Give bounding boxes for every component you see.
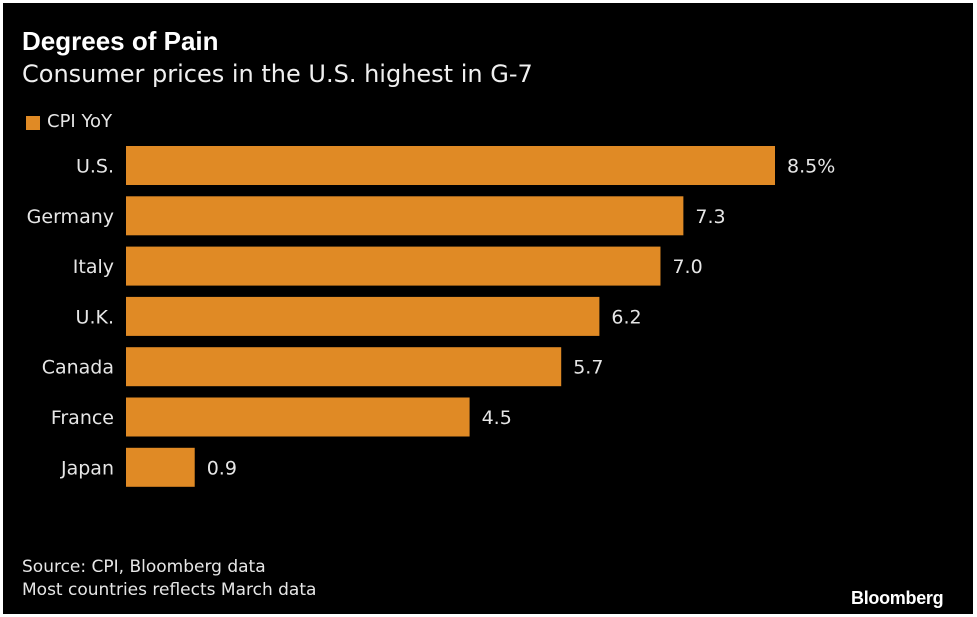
data-label: 7.0 bbox=[672, 256, 702, 278]
bar-uk bbox=[126, 296, 600, 336]
data-label: 5.7 bbox=[573, 357, 603, 379]
legend-label: CPI YoY bbox=[47, 111, 113, 132]
bar-italy bbox=[126, 246, 661, 286]
data-label: 4.5 bbox=[482, 407, 512, 429]
data-label: 8.5% bbox=[787, 156, 835, 178]
chart-subtitle: Consumer prices in the U.S. highest in G… bbox=[22, 60, 533, 88]
data-label: 7.3 bbox=[695, 206, 725, 228]
category-label: Germany bbox=[27, 206, 114, 228]
data-label: 0.9 bbox=[207, 457, 237, 479]
category-label: Canada bbox=[42, 357, 114, 379]
bar-france bbox=[126, 397, 470, 437]
bar-canada bbox=[126, 347, 562, 387]
bar-germany bbox=[126, 196, 684, 236]
data-label: 6.2 bbox=[611, 306, 641, 328]
bloomberg-logo: Bloomberg bbox=[851, 588, 944, 608]
footnote: Most countries reflects March data bbox=[22, 580, 317, 600]
source-note: Source: CPI, Bloomberg data bbox=[22, 557, 266, 577]
bar-us bbox=[126, 146, 775, 185]
chart-title: Degrees of Pain bbox=[22, 26, 219, 56]
category-label: Italy bbox=[73, 256, 114, 278]
category-label: U.K. bbox=[76, 306, 114, 328]
category-label: France bbox=[51, 407, 114, 429]
category-label: U.S. bbox=[76, 156, 114, 178]
bar-japan bbox=[126, 447, 195, 487]
legend-swatch bbox=[26, 116, 40, 130]
category-label: Japan bbox=[60, 457, 114, 479]
